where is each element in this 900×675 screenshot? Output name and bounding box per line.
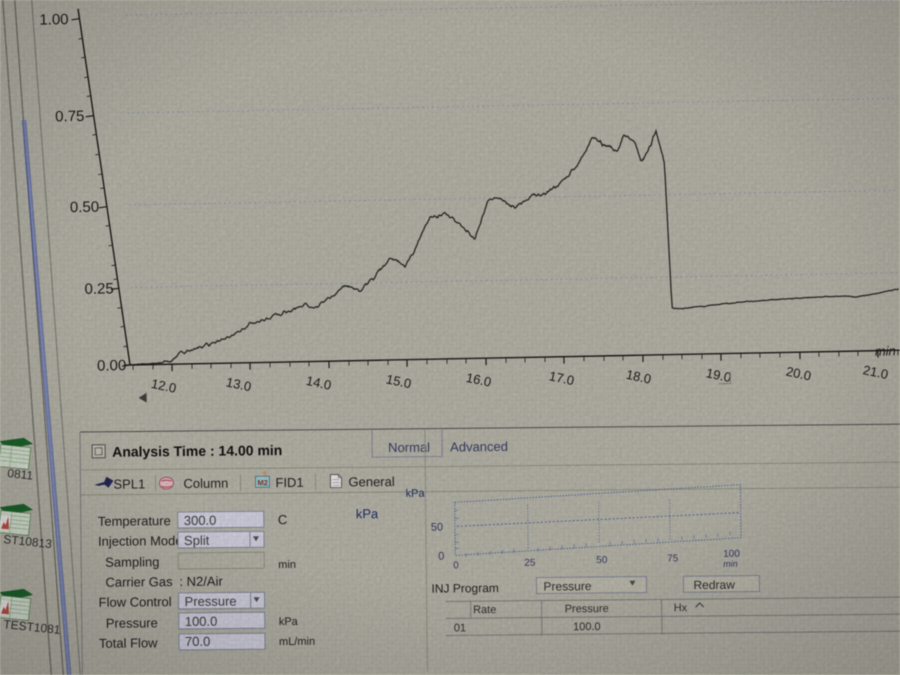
svg-text:Injection Mode: Injection Mode [98, 533, 183, 549]
svg-text:0.50: 0.50 [70, 199, 100, 217]
svg-text:Pressure: Pressure [565, 603, 609, 615]
svg-text:0.75: 0.75 [55, 108, 85, 126]
svg-text:70.0: 70.0 [185, 634, 210, 649]
svg-text:Flow Control: Flow Control [99, 594, 172, 610]
svg-text:0.00: 0.00 [97, 357, 127, 375]
svg-text:Temperature: Temperature [98, 513, 171, 529]
svg-text:50: 50 [431, 522, 443, 534]
svg-text:Redraw: Redraw [693, 578, 735, 592]
svg-text:mL/min: mL/min [279, 636, 315, 648]
svg-text:Pressure: Pressure [185, 594, 237, 609]
svg-text:Pressure: Pressure [543, 579, 591, 593]
svg-text:300.0: 300.0 [184, 513, 217, 528]
svg-text:kPa: kPa [356, 506, 379, 521]
svg-text:SPL1: SPL1 [113, 476, 145, 491]
svg-text:Split: Split [184, 533, 210, 548]
svg-text:kPa: kPa [406, 488, 426, 500]
svg-text:Total Flow: Total Flow [99, 635, 158, 651]
svg-text:75: 75 [667, 553, 679, 564]
svg-text:100.0: 100.0 [573, 621, 601, 633]
svg-text:0.25: 0.25 [84, 280, 114, 298]
svg-text:min: min [723, 559, 738, 569]
svg-text:C: C [278, 512, 288, 527]
svg-text:0: 0 [453, 560, 459, 571]
svg-text:min: min [875, 343, 896, 358]
svg-text:min: min [278, 559, 296, 571]
svg-text:FID1: FID1 [275, 475, 303, 490]
svg-text:kPa: kPa [279, 616, 299, 628]
svg-text:01: 01 [454, 622, 466, 634]
svg-text:Advanced: Advanced [450, 439, 508, 455]
svg-text:Rate: Rate [473, 604, 496, 616]
svg-text:Carrier Gas: Carrier Gas [105, 574, 173, 590]
svg-text:Pressure: Pressure [106, 615, 158, 630]
svg-text:25: 25 [524, 558, 536, 569]
svg-text:: N2/Air: : N2/Air [179, 574, 223, 589]
svg-text:General: General [348, 474, 395, 489]
svg-text:1.00: 1.00 [39, 11, 69, 29]
svg-text:0: 0 [438, 551, 444, 563]
svg-text:Column: Column [183, 476, 228, 491]
svg-text:50: 50 [596, 555, 608, 566]
svg-text:Normal: Normal [388, 440, 430, 455]
svg-text:100.0: 100.0 [185, 614, 218, 629]
svg-text:INJ Program: INJ Program [431, 581, 498, 596]
svg-text:Hx: Hx [674, 602, 688, 614]
svg-text:Analysis Time : 14.00 min: Analysis Time : 14.00 min [112, 442, 282, 460]
svg-text:M2: M2 [257, 478, 268, 487]
svg-text:Sampling: Sampling [105, 554, 159, 570]
